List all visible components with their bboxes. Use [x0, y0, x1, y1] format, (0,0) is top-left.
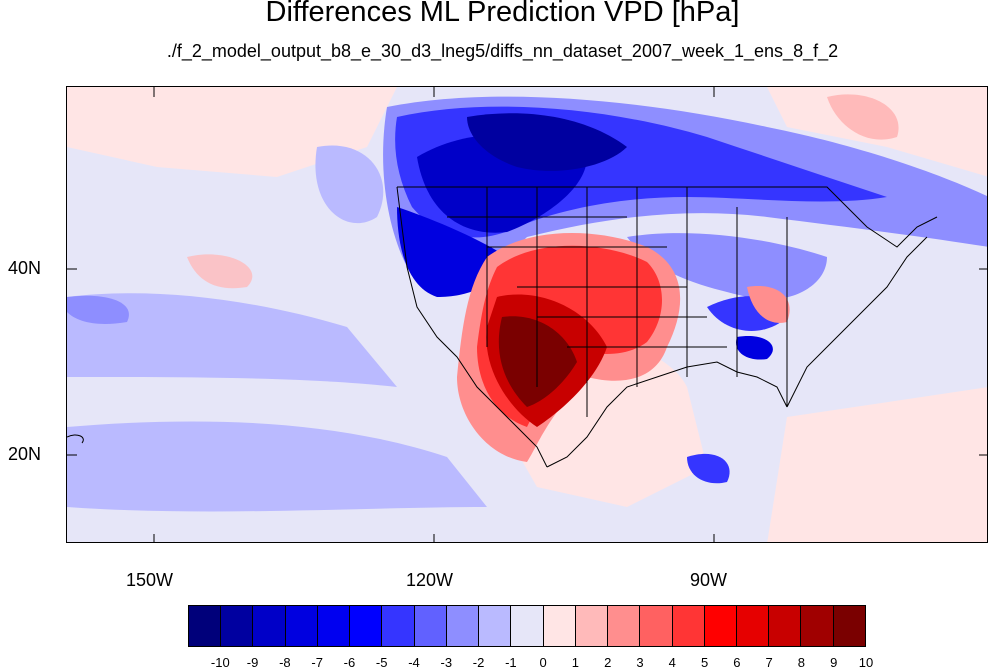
colorbar-label: -9 [246, 655, 259, 670]
lon-label-120w: 120W [406, 570, 454, 590]
colorbar-swatch [285, 606, 318, 646]
colorbar-swatch [511, 606, 544, 646]
map-title: Differences ML Prediction VPD [hPa] [265, 0, 740, 28]
colorbar-swatch [672, 606, 705, 646]
colorbar-label: 9 [830, 655, 838, 670]
colorbar-swatch [253, 606, 286, 646]
colorbar-label: -1 [505, 655, 517, 670]
colorbar-label: 10 [858, 655, 874, 670]
lat-label-40n: 40N [8, 258, 42, 278]
lon-label-90w: 90W [690, 570, 728, 590]
colorbar-label: 8 [797, 655, 806, 670]
colorbar-swatch [221, 606, 254, 646]
colorbar-swatch [801, 606, 834, 646]
colorbar-swatch [350, 606, 383, 646]
colorbar-label: -10 [210, 655, 230, 670]
colorbar-label: -3 [440, 655, 453, 670]
colorbar-swatch [704, 606, 737, 646]
colorbar-label: -4 [408, 655, 420, 670]
colorbar-swatch [382, 606, 415, 646]
colorbar-swatch [414, 606, 447, 646]
colorbar-label: 2 [604, 655, 612, 670]
colorbar-swatch [640, 606, 673, 646]
colorbar-swatch [575, 606, 609, 646]
colorbar-label: 0 [539, 655, 547, 670]
lon-label-150w: 150W [126, 570, 174, 590]
colorbar-label: -7 [311, 655, 323, 670]
lat-label-20n: 20N [8, 444, 42, 464]
map-subtitle: ./f_2_model_output_b8_e_30_d3_lneg5/diff… [166, 41, 839, 61]
colorbar-swatch [769, 606, 802, 646]
map-plot-area [66, 86, 988, 543]
colorbar-swatch [317, 606, 351, 646]
colorbar-label: 1 [571, 655, 580, 670]
colorbar [188, 605, 866, 647]
colorbar-label: -2 [472, 655, 485, 670]
colorbar-swatch [446, 606, 480, 646]
colorbar-swatch [608, 606, 641, 646]
colorbar-swatch [833, 606, 865, 646]
colorbar-label: 4 [668, 655, 676, 670]
colorbar-label: -5 [375, 655, 388, 670]
colorbar-swatch [479, 606, 512, 646]
colorbar-label: 7 [765, 655, 773, 670]
colorbar-label: 5 [700, 655, 709, 670]
colorbar-label: 3 [636, 655, 644, 670]
colorbar-label: 6 [733, 655, 741, 670]
colorbar-swatch [736, 606, 770, 646]
colorbar-swatch [189, 606, 222, 646]
colorbar-label: -6 [343, 655, 356, 670]
colorbar-label: -8 [279, 655, 291, 670]
vpd-difference-field [67, 87, 987, 542]
colorbar-swatch [543, 606, 576, 646]
